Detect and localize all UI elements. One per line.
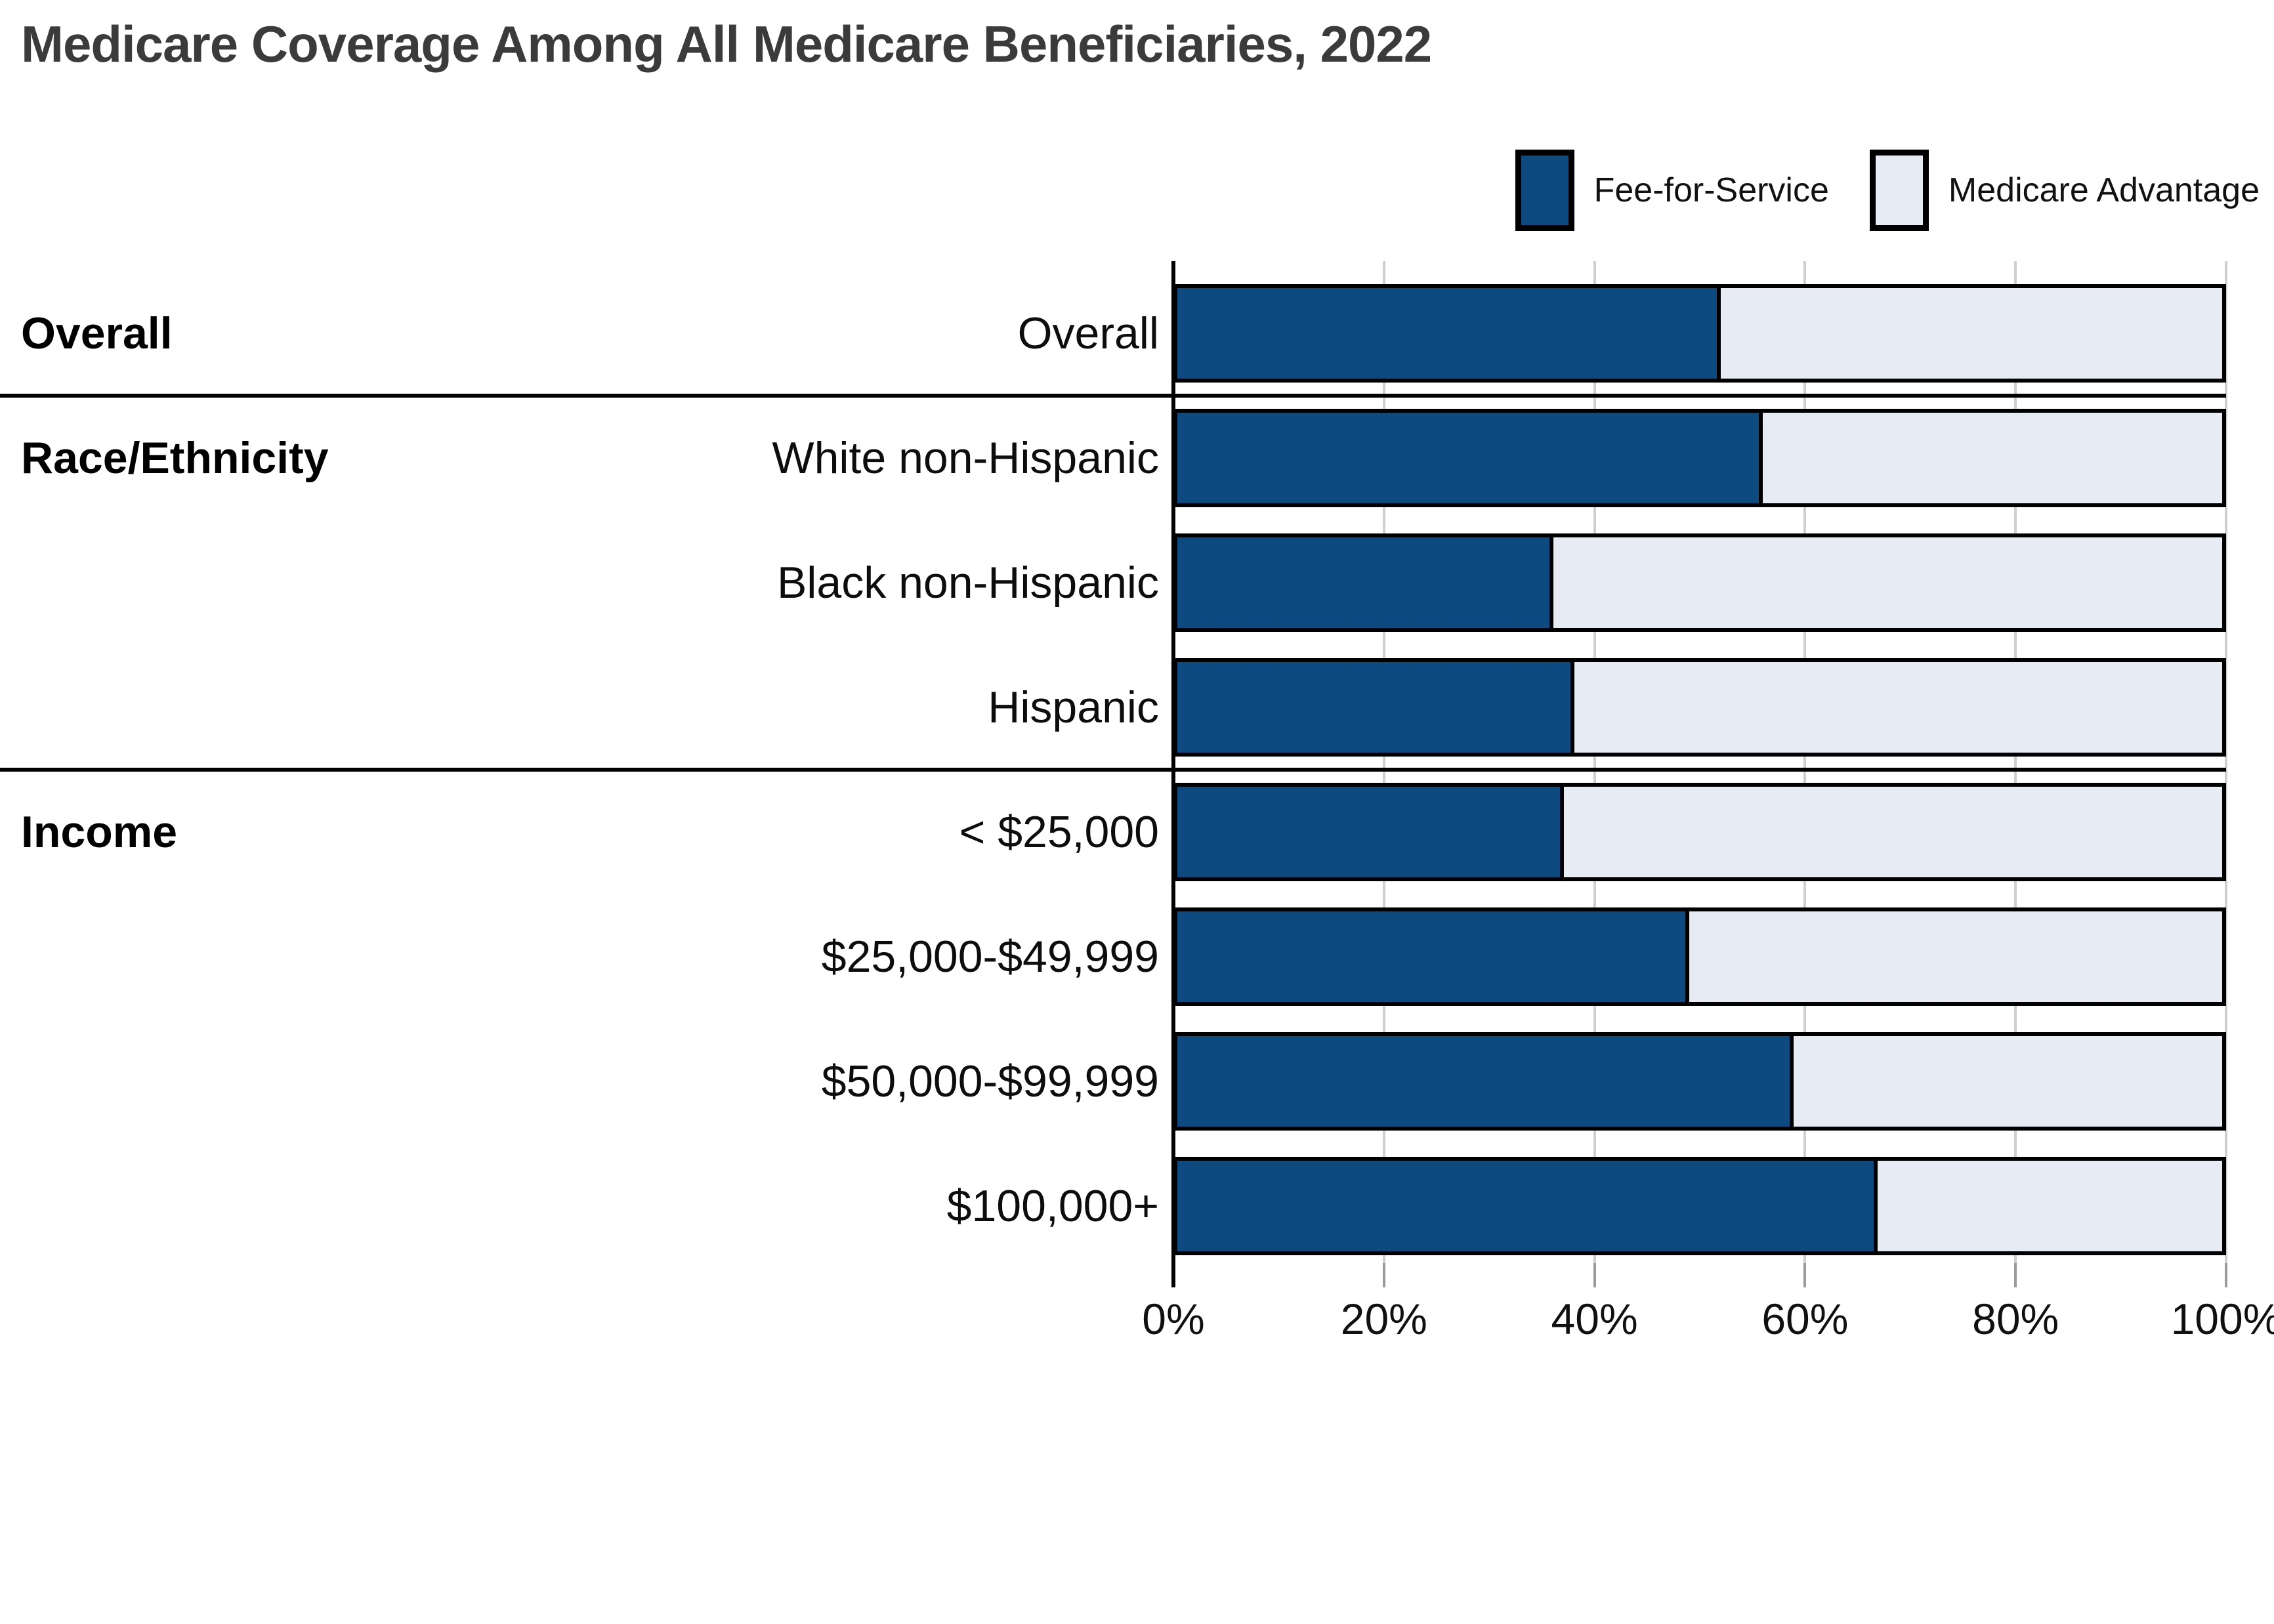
tick-label: 60% (1761, 1295, 1849, 1343)
row-label-100-000: $100,000+ (946, 1181, 1159, 1231)
legend-item-fee-for-service[interactable]: Fee-for-Service (1515, 150, 1829, 231)
section-label-overall: Overall (21, 308, 173, 358)
bar-segment-fee-for-service[interactable] (1177, 288, 1721, 379)
tick-label: 80% (1972, 1295, 2059, 1343)
tick-label: 40% (1551, 1295, 1638, 1343)
bar-segment-medicare-advantage[interactable] (1878, 1161, 2222, 1251)
legend-label: Fee-for-Service (1593, 171, 1829, 209)
bar-segment-fee-for-service[interactable] (1177, 537, 1554, 628)
section-label-income: Income (21, 807, 178, 857)
bar-segment-fee-for-service[interactable] (1177, 787, 1565, 877)
bar-25-000 (1173, 783, 2226, 881)
row-label-hispanic: Hispanic (988, 682, 1159, 732)
tick-label: 20% (1340, 1295, 1427, 1343)
gridline (2225, 261, 2227, 1263)
bar-25-000-49-999 (1173, 907, 2226, 1006)
bar-white-non-hispanic (1173, 409, 2226, 507)
bar-segment-medicare-advantage[interactable] (1564, 787, 2222, 877)
tick-mark (1803, 1263, 1807, 1287)
tick-label: 100% (2170, 1295, 2274, 1343)
gridline (1803, 261, 1807, 1263)
bar-segment-medicare-advantage[interactable] (1763, 413, 2222, 503)
legend: Fee-for-Service Medicare Advantage (1515, 150, 2260, 231)
row-label-25-000: < $25,000 (959, 807, 1159, 857)
bar-50-000-99-999 (1173, 1032, 2226, 1131)
bar-segment-medicare-advantage[interactable] (1574, 662, 2222, 753)
bar-segment-medicare-advantage[interactable] (1553, 537, 2222, 628)
tick-label: 0% (1142, 1295, 1205, 1343)
row-label-black-non-hispanic: Black non-Hispanic (776, 558, 1159, 608)
row-label-25-000-49-999: $25,000-$49,999 (821, 932, 1159, 982)
bar-segment-fee-for-service[interactable] (1177, 413, 1763, 503)
bar-overall (1173, 284, 2226, 383)
gridline (1593, 261, 1596, 1263)
bar-segment-medicare-advantage[interactable] (1721, 288, 2222, 379)
section-label-race-ethnicity: Race/Ethnicity (21, 433, 329, 483)
gridline (2014, 261, 2017, 1263)
value-axis-line (1171, 261, 1175, 1287)
bar-black-non-hispanic (1173, 533, 2226, 632)
section-separator (0, 394, 2226, 398)
tick-mark (1593, 1263, 1596, 1287)
bar-segment-fee-for-service[interactable] (1177, 1161, 1878, 1251)
tick-mark (2014, 1263, 2017, 1287)
bar-segment-medicare-advantage[interactable] (1794, 1036, 2222, 1127)
row-label-50-000-99-999: $50,000-$99,999 (821, 1056, 1159, 1106)
chart-title: Medicare Coverage Among All Medicare Ben… (21, 15, 1432, 73)
bar-hispanic (1173, 658, 2226, 757)
tick-mark (2225, 1263, 2227, 1287)
legend-item-medicare-advantage[interactable]: Medicare Advantage (1869, 150, 2260, 231)
section-separator (0, 768, 2226, 772)
legend-swatch-fee-for-service (1515, 150, 1574, 231)
tick-mark (1382, 1263, 1385, 1287)
bar-segment-fee-for-service[interactable] (1177, 911, 1690, 1002)
bar-100-000 (1173, 1157, 2226, 1255)
bar-segment-fee-for-service[interactable] (1177, 662, 1574, 753)
row-label-white-non-hispanic: White non-Hispanic (772, 433, 1159, 483)
row-label-overall: Overall (1017, 308, 1159, 358)
bar-segment-medicare-advantage[interactable] (1689, 911, 2222, 1002)
legend-label: Medicare Advantage (1948, 171, 2260, 209)
bar-segment-fee-for-service[interactable] (1177, 1036, 1794, 1127)
legend-swatch-medicare-advantage (1869, 150, 1929, 231)
gridline (1382, 261, 1385, 1263)
